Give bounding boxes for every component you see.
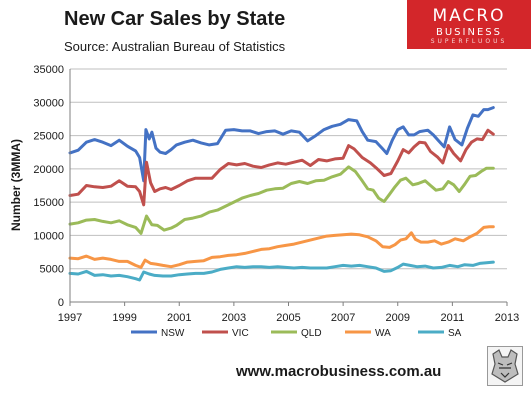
macrobusiness-logo[interactable]: MACRO BUSINESS SUPERFLUOUS [407,0,531,49]
series-line-sa [68,260,495,282]
y-tick-label: 25000 [33,131,64,143]
line-chart: 0 5000 10000 15000 20000 25000 30000 35000 1997… [9,64,519,339]
series-line-vic [68,128,495,207]
y-tick-label: 0 [58,297,64,309]
chart-title: New Car Sales by State [64,8,286,30]
series-lines [68,106,495,282]
x-tick-label: 1997 [58,312,82,324]
logo-line-2: BUSINESS [436,27,502,38]
x-axis-ticks: 1997 1999 2001 2003 2005 2007 2009 2011 2013 [58,312,519,324]
x-tick-label: 2007 [331,312,355,324]
y-tick-label: 20000 [33,164,64,176]
legend-label-sa: SA [448,328,462,339]
y-tick-label: 15000 [33,197,64,209]
logo-line-3: SUPERFLUOUS [430,38,508,45]
logo-line-1: MACRO [432,6,506,26]
x-tick-label: 2011 [441,312,465,324]
series-line-qld [68,165,495,235]
y-axis-ticks: 0 5000 10000 15000 20000 25000 30000 35000 [33,64,64,309]
x-tick-label: 2003 [222,312,246,324]
wolf-emblem-icon [487,346,523,386]
y-tick-label: 35000 [33,64,64,76]
legend-label-nsw: NSW [161,328,185,339]
series-line-wa [68,225,495,269]
x-tick-label: 2013 [495,312,519,324]
axes [69,69,508,306]
chart-subtitle: Source: Australian Bureau of Statistics [64,39,286,54]
y-tick-label: 5000 [40,264,64,276]
y-tick-label: 30000 [33,97,64,109]
legend: NSW VIC QLD WA SA [131,328,462,339]
website-url[interactable]: www.macrobusiness.com.au [236,363,442,380]
y-axis-label: Number (3MMA) [9,139,23,231]
legend-label-wa: WA [375,328,391,339]
x-tick-label: 2001 [167,312,191,324]
x-tick-label: 1999 [112,312,136,324]
x-tick-label: 2009 [386,312,410,324]
x-tick-label: 2005 [276,312,300,324]
legend-label-vic: VIC [232,328,249,339]
y-tick-label: 10000 [33,230,64,242]
series-line-nsw [68,106,495,183]
legend-label-qld: QLD [301,328,322,339]
